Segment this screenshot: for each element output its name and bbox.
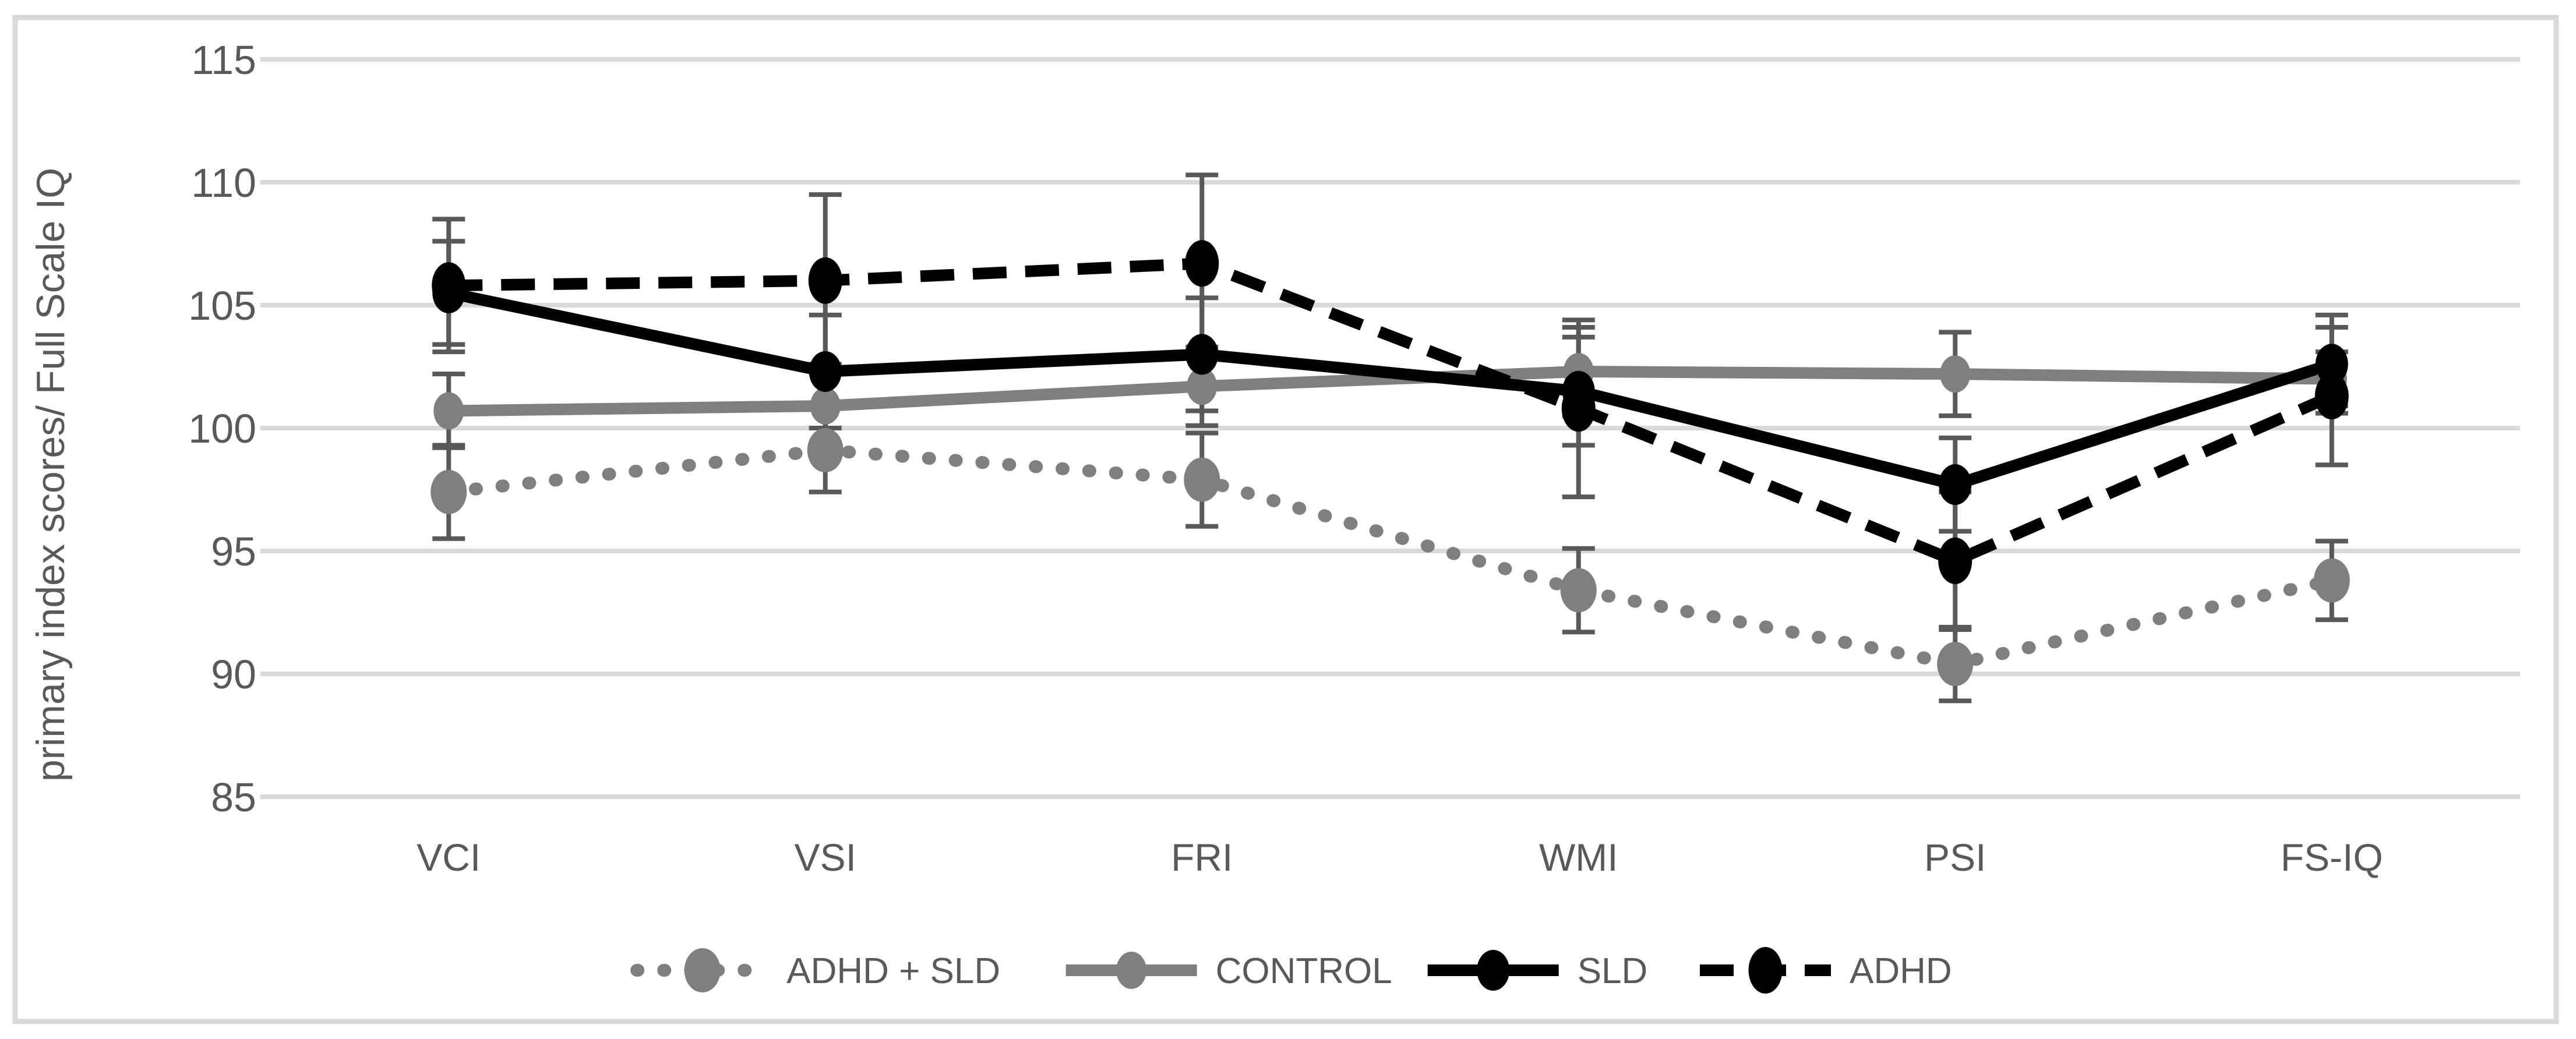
x-tick-label-VSI: VSI	[795, 836, 856, 879]
data-point-sld-FRI	[1185, 334, 1219, 375]
y-tick-label-115: 115	[191, 37, 256, 83]
legend-marker-adhd	[1748, 947, 1783, 994]
legend-label-adhd-sld: ADHD + SLD	[786, 951, 1000, 991]
data-point-sld-VSI	[809, 351, 842, 392]
data-point-sld-PSI	[1939, 464, 1972, 506]
legend-label-sld: SLD	[1578, 951, 1648, 991]
data-point-adhd-sld-WMI	[1560, 568, 1597, 613]
series-line-adhd-sld	[442, 443, 2338, 671]
y-tick-label-85: 85	[211, 775, 256, 820]
y-tick-label-110: 110	[191, 160, 256, 206]
y-tick-label-95: 95	[211, 529, 256, 574]
x-tick-label-FS-IQ: FS-IQ	[2281, 836, 2383, 879]
data-point-adhd-PSI	[1938, 537, 1972, 584]
legend-marker-sld	[1477, 950, 1510, 991]
series-line-control	[449, 365, 2332, 417]
x-tick-label-VCI: VCI	[417, 836, 481, 879]
y-axis-title: primary index scores/ Full Scale IQ	[29, 168, 73, 782]
data-point-control-PSI	[1940, 355, 1971, 393]
data-point-adhd-sld-FRI	[1184, 457, 1220, 502]
series-line-adhd	[449, 257, 2334, 567]
series-line-sld	[447, 287, 2334, 491]
x-tick-label-FRI: FRI	[1171, 836, 1233, 879]
x-tick-label-WMI: WMI	[1539, 836, 1618, 879]
data-point-control-VCI	[433, 392, 464, 430]
data-point-adhd-FS-IQ	[2314, 373, 2349, 420]
data-point-sld-FS-IQ	[2315, 344, 2348, 385]
y-tick-label-100: 100	[188, 406, 256, 451]
data-point-adhd-sld-VCI	[430, 469, 467, 514]
data-point-adhd-sld-FS-IQ	[2313, 558, 2350, 603]
data-point-control-FRI	[1187, 367, 1218, 405]
data-point-adhd-sld-VSI	[807, 427, 844, 472]
data-point-adhd-FRI	[1185, 240, 1219, 287]
legend-marker-control	[1116, 952, 1147, 989]
data-point-control-VSI	[810, 387, 841, 425]
legend-label-control: CONTROL	[1216, 951, 1392, 991]
x-tick-label-PSI: PSI	[1924, 836, 1986, 879]
legend-marker-adhd-sld	[684, 948, 721, 992]
data-point-adhd-sld-PSI	[1937, 642, 1974, 687]
y-tick-label-105: 105	[188, 283, 256, 328]
data-point-adhd-VCI	[432, 262, 466, 309]
legend-label-adhd: ADHD	[1850, 951, 1952, 991]
data-point-adhd-VSI	[808, 257, 842, 304]
chart-border	[12, 15, 2559, 1024]
data-point-adhd-WMI	[1561, 385, 1596, 432]
y-tick-label-90: 90	[211, 652, 256, 697]
